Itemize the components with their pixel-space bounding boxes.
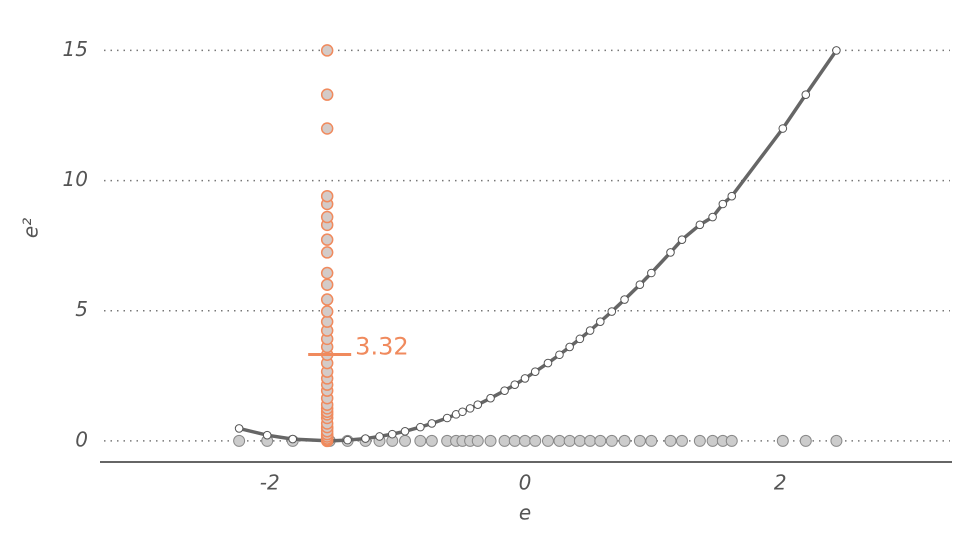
curve-point <box>361 434 370 443</box>
curve-point <box>288 434 298 444</box>
residual-point <box>233 434 246 447</box>
residual-point <box>664 434 677 447</box>
squared-point <box>320 44 334 57</box>
residual-point <box>693 434 706 447</box>
residual-point <box>633 434 646 447</box>
squared-point <box>320 88 334 101</box>
y-tick-label: 15 <box>63 37 88 61</box>
curve-point <box>400 426 410 436</box>
curve-point <box>465 404 475 413</box>
curve-point <box>666 248 675 257</box>
residual-point <box>830 434 843 447</box>
residual-point <box>484 434 497 447</box>
curve-point <box>555 350 564 360</box>
curve-point <box>442 413 452 423</box>
squared-point <box>320 315 334 328</box>
curve-point <box>635 280 645 290</box>
y-axis-label: e² <box>19 218 43 238</box>
curve-point <box>486 393 495 403</box>
curve-point <box>801 90 811 99</box>
x-tick-label: 2 <box>774 471 787 495</box>
curve-point <box>473 400 483 410</box>
curve-point <box>647 268 656 278</box>
curve-point <box>607 307 617 316</box>
y-tick-label: 5 <box>75 297 88 321</box>
x-axis-label: e <box>519 501 531 525</box>
residual-point <box>725 434 738 447</box>
residual-point <box>594 434 607 447</box>
residual-point <box>471 434 484 447</box>
squared-point <box>320 266 334 280</box>
mean-label: 3.32 <box>355 332 408 360</box>
y-tick-label: 10 <box>63 167 88 191</box>
curve-point <box>677 235 687 244</box>
curve-point <box>262 430 272 440</box>
squared-point <box>320 278 334 291</box>
curve-point <box>565 342 574 352</box>
curve-point <box>387 429 397 439</box>
curve-point <box>708 212 717 222</box>
curve-point <box>510 380 520 389</box>
curve-point <box>718 199 728 209</box>
residual-point <box>508 434 521 447</box>
residual-point <box>425 434 438 447</box>
curve-point <box>575 334 585 344</box>
residual-point <box>573 434 586 447</box>
curve-point <box>832 46 841 55</box>
x-tick-label: -2 <box>260 471 280 495</box>
residual-point <box>706 434 719 447</box>
residual-point <box>675 434 688 447</box>
curve-point <box>620 295 629 304</box>
residual-point <box>414 434 427 447</box>
squared-point <box>320 293 334 306</box>
curve-point <box>727 191 737 201</box>
residual-point <box>618 434 631 447</box>
squared-point <box>320 189 334 203</box>
curve-point <box>543 358 553 368</box>
curve-point <box>530 367 540 376</box>
residual-point <box>529 434 542 447</box>
residual-point <box>563 434 576 447</box>
curve-point <box>585 326 595 335</box>
residual-point <box>584 434 597 447</box>
curve-point <box>234 424 244 433</box>
curve-line <box>238 49 838 443</box>
squared-point <box>320 122 334 135</box>
curve-point <box>427 419 437 428</box>
residual-point <box>799 434 812 447</box>
squared-point <box>320 305 334 318</box>
curve-point <box>695 220 705 230</box>
squared-point <box>320 210 334 224</box>
curve-point <box>596 317 605 326</box>
residual-point <box>498 434 511 447</box>
curve-point <box>500 386 509 395</box>
curve-point <box>416 422 425 432</box>
squared-point <box>320 246 334 259</box>
residual-point <box>541 434 554 447</box>
curve-point <box>458 407 467 417</box>
y-tick-label: 0 <box>75 427 88 451</box>
residual-point <box>519 434 531 447</box>
curve-point <box>778 124 788 133</box>
curve-point <box>520 374 530 383</box>
curve-point <box>343 435 352 445</box>
residual-point <box>399 434 412 447</box>
x-tick-label: 0 <box>519 471 532 495</box>
residual-point <box>605 434 618 447</box>
squared-point <box>320 233 334 246</box>
residual-point <box>553 434 566 447</box>
curve-point <box>375 432 384 441</box>
residual-point <box>645 434 658 447</box>
residual-point <box>776 434 789 447</box>
